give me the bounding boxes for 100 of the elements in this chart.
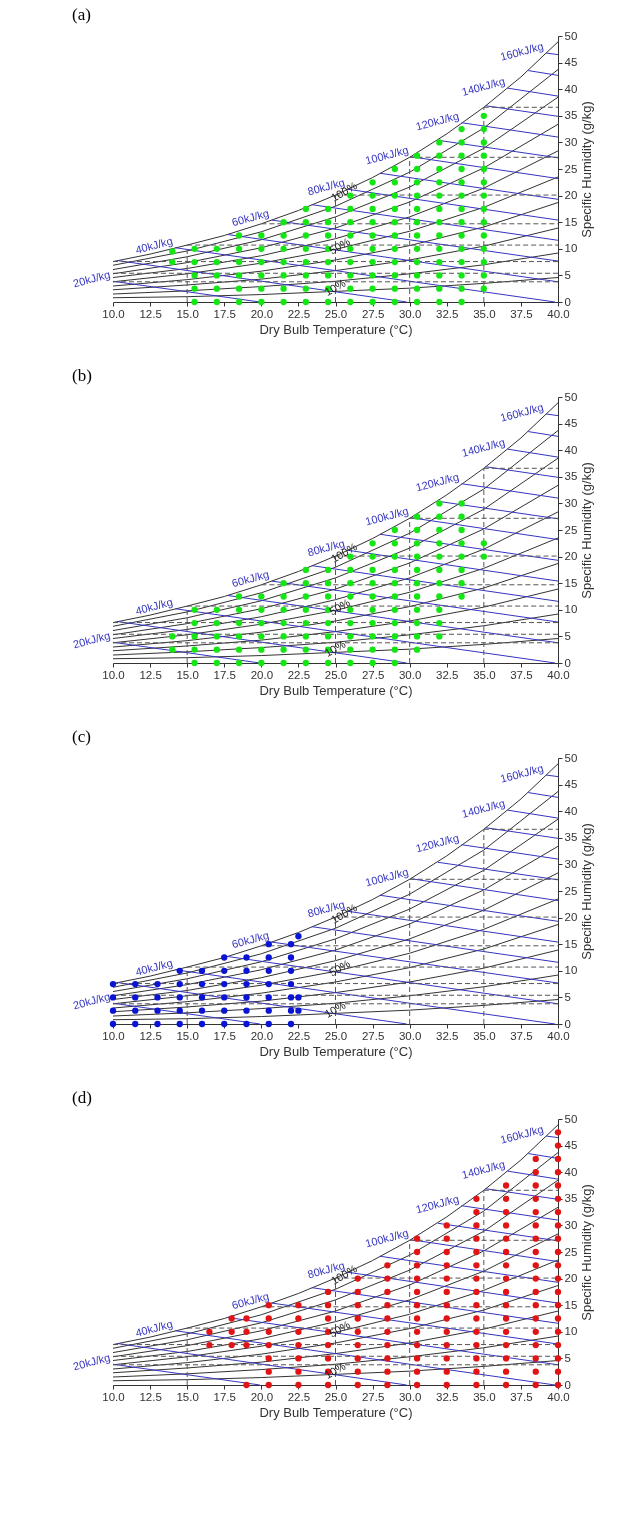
x-tick-label: 30.0 — [398, 668, 422, 681]
x-tick-label: 17.5 — [213, 307, 236, 320]
annotation: 10% — [322, 276, 348, 299]
y-tick-label: 20 — [564, 189, 578, 202]
y-tick-label: 15 — [564, 215, 578, 228]
x-tick-label: 37.5 — [510, 668, 533, 681]
x-tick-label: 17.5 — [213, 1029, 236, 1042]
y-tick-label: 45 — [564, 1139, 578, 1152]
y-tick-label: 10 — [564, 242, 578, 255]
x-tick-label: 20.0 — [250, 1390, 274, 1403]
x-axis-title: Dry Bulb Temperature (°C) — [259, 322, 413, 337]
x-tick-label: 12.5 — [139, 1390, 162, 1403]
text: 20kJ/kg — [71, 1350, 112, 1373]
text: 100kJ/kg — [364, 1226, 410, 1250]
y-tick-label: 50 — [564, 390, 578, 403]
x-tick-label: 22.5 — [287, 307, 311, 320]
x-tick-label: 10.0 — [102, 307, 125, 320]
annotation: 50% — [326, 596, 353, 618]
text: 20kJ/kg — [71, 267, 112, 290]
text: 40kJ/kg — [134, 234, 174, 256]
y-axis-title: Specific Humidity (g/kg) — [579, 101, 595, 238]
y-tick-label: 20 — [564, 550, 578, 563]
y-tick-label: 25 — [564, 884, 578, 897]
x-tick-label: 27.5 — [361, 1390, 385, 1403]
text: 140kJ/kg — [460, 1157, 507, 1181]
text: 160kJ/kg — [499, 1122, 545, 1146]
y-axis-title: Specific Humidity (g/kg) — [579, 823, 595, 960]
x-tick-label: 12.5 — [139, 668, 162, 681]
x-tick-label: 30.0 — [398, 307, 422, 320]
text: 40kJ/kg — [134, 595, 174, 617]
annotation: 50% — [326, 235, 353, 257]
text: 160kJ/kg — [499, 400, 545, 424]
x-tick-label: 25.0 — [324, 668, 348, 681]
x-tick-label: 40.0 — [547, 668, 570, 681]
y-tick-label: 20 — [564, 911, 578, 924]
x-tick-label: 20.0 — [250, 668, 274, 681]
x-tick-label: 15.0 — [176, 1390, 199, 1403]
text: 140kJ/kg — [460, 796, 507, 820]
x-tick-label: 17.5 — [213, 668, 236, 681]
y-tick-label: 25 — [564, 1245, 578, 1258]
x-tick-label: 40.0 — [547, 307, 570, 320]
annotation: 10% — [322, 998, 348, 1021]
x-tick-label: 32.5 — [436, 668, 459, 681]
annotation: 10% — [322, 1359, 348, 1382]
x-tick-label: 10.0 — [102, 1390, 125, 1403]
x-tick-label: 15.0 — [176, 668, 199, 681]
y-tick-label: 25 — [564, 162, 578, 175]
y-tick-label: 0 — [564, 1378, 571, 1391]
x-tick-label: 37.5 — [510, 1390, 533, 1403]
y-tick-label: 25 — [564, 523, 578, 536]
x-tick-label: 35.0 — [473, 1390, 496, 1403]
y-tick-label: 35 — [564, 109, 578, 122]
text: 100kJ/kg — [364, 143, 410, 167]
y-tick-label: 40 — [564, 804, 578, 817]
y-tick-label: 45 — [564, 56, 578, 69]
y-tick-label: 40 — [564, 82, 578, 95]
x-axis-title: Dry Bulb Temperature (°C) — [259, 683, 413, 698]
y-tick-label: 5 — [564, 629, 571, 642]
text: 140kJ/kg — [460, 74, 507, 98]
x-tick-label: 32.5 — [436, 307, 459, 320]
y-tick-label: 5 — [564, 268, 571, 281]
x-tick-label: 12.5 — [139, 1029, 162, 1042]
y-tick-label: 10 — [564, 603, 578, 616]
x-tick-label: 15.0 — [176, 1029, 199, 1042]
text: 160kJ/kg — [499, 39, 545, 63]
y-tick-label: 30 — [564, 135, 578, 148]
text: 40kJ/kg — [134, 956, 174, 978]
y-tick-label: 10 — [564, 964, 578, 977]
text: 100kJ/kg — [364, 865, 410, 889]
chart-title: (b) — [72, 366, 92, 385]
x-tick-label: 32.5 — [436, 1029, 459, 1042]
x-tick-label: 10.0 — [102, 1029, 125, 1042]
text: 60kJ/kg — [230, 567, 271, 590]
x-tick-label: 32.5 — [436, 1390, 459, 1403]
text: 20kJ/kg — [71, 989, 112, 1012]
x-tick-label: 40.0 — [547, 1029, 570, 1042]
x-tick-label: 22.5 — [287, 1390, 311, 1403]
annotation: 50% — [326, 1318, 353, 1340]
x-tick-label: 27.5 — [361, 1029, 385, 1042]
x-tick-label: 22.5 — [287, 1029, 311, 1042]
x-tick-label: 25.0 — [324, 1390, 348, 1403]
x-tick-label: 25.0 — [324, 1029, 348, 1042]
y-tick-label: 50 — [564, 1112, 578, 1125]
text: 60kJ/kg — [230, 928, 271, 951]
y-tick-label: 30 — [564, 1218, 578, 1231]
text: 120kJ/kg — [414, 109, 461, 133]
x-tick-label: 25.0 — [324, 307, 348, 320]
y-tick-label: 35 — [564, 470, 578, 483]
x-tick-label: 20.0 — [250, 307, 274, 320]
x-tick-label: 27.5 — [361, 307, 385, 320]
x-tick-label: 12.5 — [139, 307, 162, 320]
text: 120kJ/kg — [414, 831, 461, 855]
x-tick-label: 35.0 — [473, 668, 496, 681]
x-tick-label: 37.5 — [510, 307, 533, 320]
x-tick-label: 37.5 — [510, 1029, 533, 1042]
y-tick-label: 50 — [564, 751, 578, 764]
text: 120kJ/kg — [414, 1192, 461, 1216]
x-tick-label: 30.0 — [398, 1029, 422, 1042]
y-tick-label: 10 — [564, 1325, 578, 1338]
annotation: 50% — [326, 957, 353, 979]
